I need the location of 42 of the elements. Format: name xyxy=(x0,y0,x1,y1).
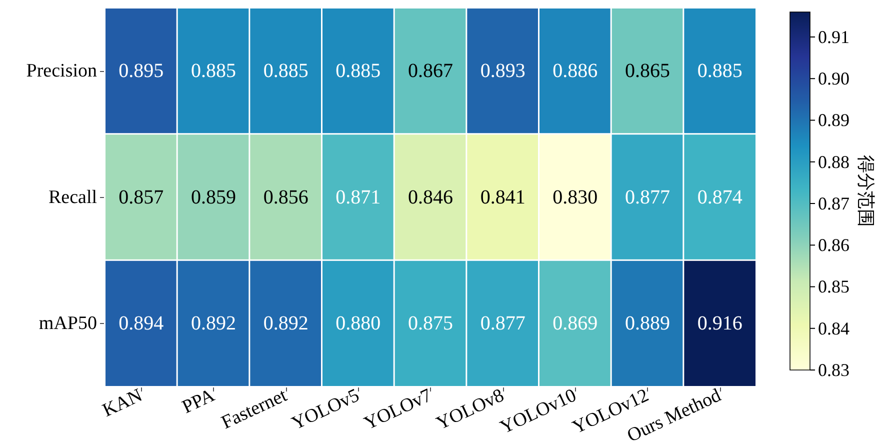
data-label: 0.875 xyxy=(408,312,453,334)
color-bar-label: 0.88 xyxy=(818,152,850,172)
data-label: 0.869 xyxy=(552,312,598,334)
color-bar-label: 0.84 xyxy=(818,318,850,338)
data-label: 0.916 xyxy=(697,312,742,334)
data-label: 0.893 xyxy=(480,60,526,82)
data-label: 0.895 xyxy=(118,60,164,82)
color-bar-label: 0.86 xyxy=(818,235,850,256)
y-tick-label: mAP50 xyxy=(38,312,97,334)
color-bar-label: 0.91 xyxy=(818,26,850,47)
data-label: 0.880 xyxy=(336,312,381,334)
data-label: 0.867 xyxy=(408,60,453,82)
data-label: 0.874 xyxy=(697,186,742,208)
data-label: 0.856 xyxy=(263,186,308,208)
data-label: 0.871 xyxy=(336,186,381,208)
data-label: 0.885 xyxy=(191,60,236,82)
data-label: 0.892 xyxy=(191,312,236,334)
y-tick-label: Recall xyxy=(48,186,97,208)
data-label: 0.859 xyxy=(191,186,236,208)
data-label: 0.841 xyxy=(480,186,526,208)
data-label: 0.857 xyxy=(118,186,164,208)
data-label: 0.846 xyxy=(408,186,453,208)
color-bar-label: 0.90 xyxy=(818,68,850,89)
x-tick-label: KAN xyxy=(99,384,146,422)
color-bar-label: 0.85 xyxy=(818,276,850,297)
data-label: 0.894 xyxy=(118,312,164,334)
color-bar-title: 得分范围 xyxy=(856,155,876,227)
data-label: 0.885 xyxy=(697,60,742,82)
data-label: 0.885 xyxy=(336,60,381,82)
x-tick-label: PPA xyxy=(179,384,218,418)
color-bar-label: 0.87 xyxy=(818,193,850,214)
data-label: 0.865 xyxy=(625,60,670,82)
data-label: 0.830 xyxy=(552,186,598,208)
data-label: 0.877 xyxy=(480,312,526,334)
color-bar-label: 0.83 xyxy=(818,360,850,380)
data-label: 0.886 xyxy=(552,60,598,82)
y-tick-label: Precision xyxy=(26,60,98,82)
color-bar-label: 0.89 xyxy=(818,110,850,130)
data-label: 0.892 xyxy=(263,312,308,334)
data-label: 0.889 xyxy=(625,312,670,334)
data-label: 0.885 xyxy=(263,60,308,82)
data-label: 0.877 xyxy=(625,186,670,208)
